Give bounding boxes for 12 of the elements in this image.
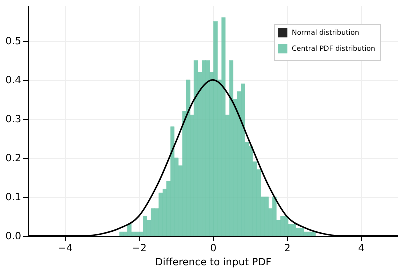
x-tick-label: −2	[132, 244, 147, 254]
y-tick-label: 0.2	[6, 154, 22, 165]
x-tick-label: −4	[58, 244, 73, 254]
y-tick-label: 0.3	[6, 114, 22, 126]
x-tick-label: 0	[210, 244, 217, 254]
y-tick-label: 0.0	[6, 232, 22, 242]
x-tick-label: 2	[284, 244, 291, 254]
x-tick-label: 4	[358, 244, 365, 254]
y-tick-label: 0.5	[6, 36, 22, 48]
y-tick-label: 0.4	[6, 76, 22, 87]
x-axis-title: Difference to input PDF	[155, 258, 272, 268]
y-tick-label: 0.1	[6, 192, 22, 204]
